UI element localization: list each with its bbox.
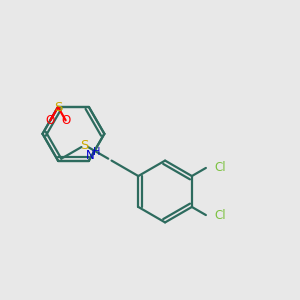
- Text: O: O: [46, 114, 55, 127]
- Text: N: N: [86, 149, 94, 162]
- Text: O: O: [61, 114, 70, 127]
- Text: Cl: Cl: [214, 161, 226, 174]
- Text: S: S: [81, 139, 89, 152]
- Text: H: H: [94, 147, 101, 157]
- Text: S: S: [54, 100, 62, 113]
- Text: Cl: Cl: [214, 208, 226, 222]
